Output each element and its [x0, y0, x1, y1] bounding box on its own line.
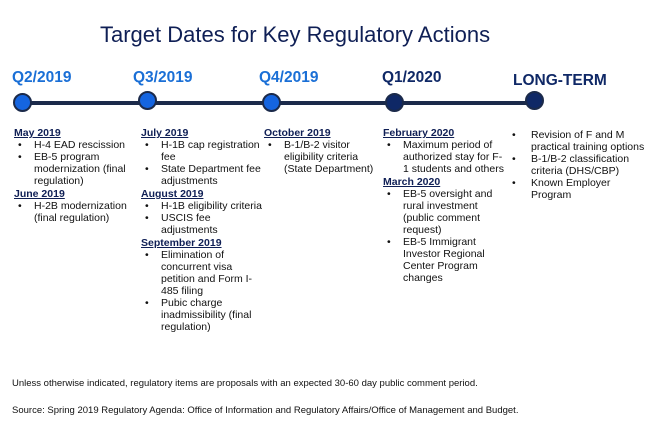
heading-q2-2019: Q2/2019	[12, 69, 72, 86]
list-item: Elimination of concurrent visa petition …	[141, 249, 263, 297]
group-list-march-2020: EB-5 oversight and rural investment (pub…	[383, 188, 507, 284]
group-list-may-2019: H-4 EAD rescission EB-5 program moderniz…	[14, 139, 139, 187]
timeline-dot-long-term	[525, 91, 544, 110]
group-title-march-2020: March 2020	[383, 176, 441, 188]
timeline-dot-q2-2019	[13, 93, 32, 112]
timeline-dot-q4-2019	[262, 93, 281, 112]
list-item: B-1/B-2 visitor eligibility criteria (St…	[264, 139, 382, 175]
list-item: Revision of F and M practical training o…	[512, 129, 652, 153]
group-list-october-2019: B-1/B-2 visitor eligibility criteria (St…	[264, 139, 382, 175]
timeline-dot-q1-2020	[385, 93, 404, 112]
source-note: Source: Spring 2019 Regulatory Agenda: O…	[12, 405, 519, 416]
list-item: H-4 EAD rescission	[14, 139, 139, 151]
timeline-dot-q3-2019	[138, 91, 157, 110]
list-item: EB-5 program modernization (final regula…	[14, 151, 139, 187]
footnote: Unless otherwise indicated, regulatory i…	[12, 378, 478, 389]
list-item: H-2B modernization (final regulation)	[14, 200, 139, 224]
list-item: H-1B eligibility criteria	[141, 200, 263, 212]
list-item: USCIS fee adjustments	[141, 212, 263, 236]
page-title: Target Dates for Key Regulatory Actions	[100, 22, 491, 47]
heading-q1-2020: Q1/2020	[382, 69, 442, 86]
list-item: State Department fee adjustments	[141, 163, 263, 187]
group-title-september-2019: September 2019	[141, 237, 222, 249]
column-long-term: Revision of F and M practical training o…	[512, 129, 652, 202]
list-item: EB-5 Immigrant Investor Regional Center …	[383, 236, 507, 284]
list-item: Known Employer Program	[512, 177, 652, 201]
list-item: Maximum period of authorized stay for F-…	[383, 139, 507, 175]
heading-q4-2019: Q4/2019	[259, 69, 319, 86]
group-list-february-2020: Maximum period of authorized stay for F-…	[383, 139, 507, 175]
group-title-may-2019: May 2019	[14, 127, 61, 139]
group-list-long-term: Revision of F and M practical training o…	[512, 129, 652, 201]
column-q1-2020: February 2020 Maximum period of authoriz…	[383, 127, 507, 285]
column-q3-2019: July 2019 H-1B cap registration fee Stat…	[141, 127, 263, 334]
heading-long-term: LONG-TERM	[513, 72, 607, 89]
group-list-june-2019: H-2B modernization (final regulation)	[14, 200, 139, 224]
column-q2-2019: May 2019 H-4 EAD rescission EB-5 program…	[14, 127, 139, 225]
column-q4-2019: October 2019 B-1/B-2 visitor eligibility…	[264, 127, 382, 176]
list-item: H-1B cap registration fee	[141, 139, 263, 163]
list-item: EB-5 oversight and rural investment (pub…	[383, 188, 507, 236]
group-title-august-2019: August 2019	[141, 188, 204, 200]
heading-q3-2019: Q3/2019	[133, 69, 193, 86]
group-list-july-2019: H-1B cap registration fee State Departme…	[141, 139, 263, 187]
group-title-february-2020: February 2020	[383, 127, 455, 139]
group-title-october-2019: October 2019	[264, 127, 331, 139]
list-item: B-1/B-2 classification criteria (DHS/CBP…	[512, 153, 652, 177]
group-list-september-2019: Elimination of concurrent visa petition …	[141, 249, 263, 333]
group-title-july-2019: July 2019	[141, 127, 189, 139]
group-list-august-2019: H-1B eligibility criteria USCIS fee adju…	[141, 200, 263, 236]
list-item: Pubic charge inadmissibility (final regu…	[141, 297, 263, 333]
group-title-june-2019: June 2019	[14, 188, 65, 200]
